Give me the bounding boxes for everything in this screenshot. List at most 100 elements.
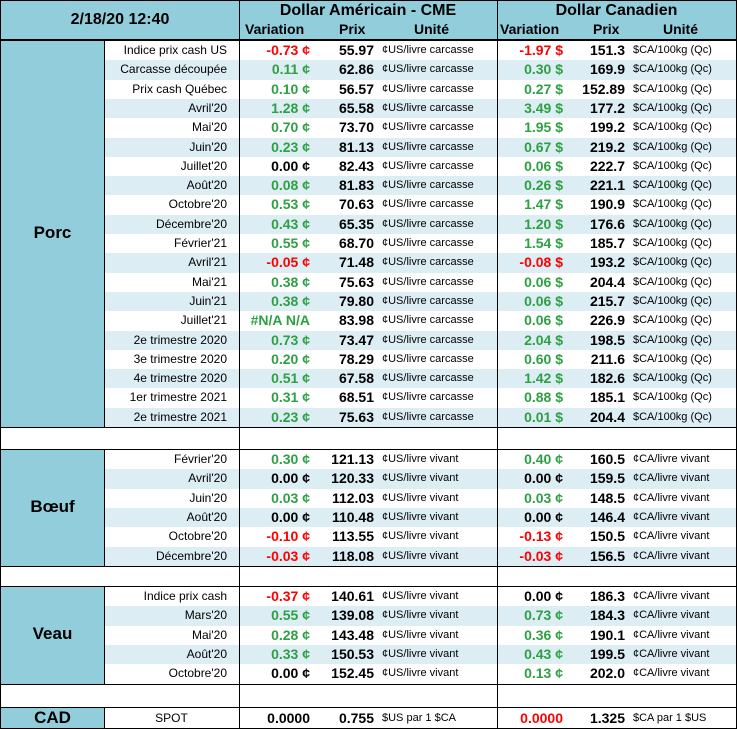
usd-unit: ¢US/livre carcasse: [382, 333, 474, 346]
row-label: Février'21: [174, 236, 227, 250]
row-stripe: [104, 176, 736, 196]
usd-price: 150.53: [331, 645, 374, 662]
section-top-rule: [1, 449, 736, 450]
usd-unit: ¢US/livre carcasse: [382, 294, 474, 307]
usd-col-prix: Prix: [339, 21, 366, 37]
cad-price: 215.7: [589, 292, 625, 309]
usd-unit: ¢US/livre carcasse: [382, 410, 474, 423]
usd-variation: 0.33 ¢: [271, 645, 310, 662]
cad-variation: 0.26 $: [524, 177, 563, 194]
cad-price: 150.5: [589, 528, 625, 545]
usd-variation: 0.55 ¢: [271, 235, 310, 251]
section-sidebar: [1, 450, 104, 566]
cad-variation: 0.43 ¢: [524, 645, 563, 662]
usd-price: 152.45: [331, 665, 374, 682]
usd-unit: ¢US/livre vivant: [382, 530, 459, 543]
cad-price: 204.4: [589, 408, 625, 425]
cad-variation: 0.06 $: [524, 273, 563, 290]
cad-unit: $CA/100kg (Qc): [633, 352, 712, 365]
usd-price: 75.63: [338, 273, 374, 290]
cad-unit: $CA/100kg (Qc): [633, 333, 712, 346]
usd-variation: 0.51 ¢: [271, 370, 310, 387]
cad-usd-price: 0.755: [338, 710, 374, 726]
cad-unit: $CA/100kg (Qc): [633, 256, 712, 269]
usd-price: 55.97: [338, 42, 374, 58]
usd-unit: ¢US/livre carcasse: [382, 82, 474, 95]
cad-price: 185.1: [589, 389, 625, 406]
cad-price: 222.7: [589, 157, 625, 174]
cad-variation: 1.54 $: [524, 235, 563, 251]
cad-unit: $CA/100kg (Qc): [633, 410, 712, 423]
usd-price: 113.55: [331, 528, 374, 545]
section-top-rule: [1, 40, 736, 41]
usd-unit: ¢US/livre carcasse: [382, 198, 474, 211]
usd-price: 140.61: [331, 588, 374, 604]
cad-unit: $CA/100kg (Qc): [633, 101, 712, 114]
usd-unit: ¢US/livre carcasse: [382, 121, 474, 134]
row-stripe: [104, 507, 736, 528]
cad-price: 186.3: [589, 588, 625, 604]
cad-price: 177.2: [589, 99, 625, 116]
cad-unit: ¢CA/livre vivant: [633, 472, 710, 485]
row-label: Carcasse découpée: [120, 62, 227, 77]
usd-price: 75.63: [338, 408, 374, 425]
usd-price: 68.70: [338, 235, 374, 251]
usd-unit: ¢US/livre vivant: [382, 647, 459, 660]
cad-unit: $CA/100kg (Qc): [633, 391, 712, 404]
usd-unit: ¢US/livre vivant: [382, 590, 459, 602]
cad-spot-label: SPOT: [155, 711, 188, 725]
usd-variation: 0.03 ¢: [271, 489, 310, 506]
usd-variation: 0.00 ¢: [271, 157, 310, 174]
row-label: Août'20: [186, 646, 227, 661]
cad-unit: $CA/100kg (Qc): [633, 198, 712, 211]
usd-variation: -0.37 ¢: [266, 588, 310, 604]
usd-unit: ¢US/livre vivant: [382, 453, 459, 465]
row-stripe: [104, 546, 736, 566]
usd-variation: 0.00 ¢: [271, 508, 310, 525]
cad-variation: 0.13 ¢: [524, 665, 563, 682]
row-label: Août'20: [186, 509, 227, 524]
row-label: 2e trimestre 2020: [133, 332, 227, 347]
row-label: Juin'21: [189, 293, 227, 308]
usd-variation: -0.73 ¢: [266, 42, 310, 58]
cad-unit: $CA/100kg (Qc): [633, 159, 712, 172]
cad-unit: $CA/100kg (Qc): [633, 237, 712, 249]
cad-title: Dollar Canadien: [555, 2, 678, 19]
cad-unit: $CA/100kg (Qc): [633, 275, 712, 288]
cad-variation: -0.03 ¢: [519, 547, 563, 564]
cad-cad-price: 1.325: [589, 710, 625, 726]
row-label: Indice prix cash: [143, 589, 227, 603]
usd-variation: 0.30 ¢: [271, 451, 310, 467]
cad-cad-unit: $CA par 1 $US: [633, 712, 707, 724]
row-stripe: [104, 214, 736, 234]
usd-unit: ¢US/livre carcasse: [382, 44, 474, 56]
row-label: 3e trimestre 2020: [133, 351, 227, 366]
cad-col-prix: Prix: [593, 21, 620, 37]
cad-variation: 0.27 $: [524, 80, 563, 97]
cad-variation: 0.00 ¢: [524, 588, 563, 604]
section-sidebar: [1, 587, 104, 684]
cad-price: 156.5: [589, 547, 625, 564]
usd-price: 73.70: [338, 119, 374, 136]
label-divider: [104, 41, 105, 427]
usd-price: 82.43: [338, 157, 374, 174]
cad-variation: -0.08 $: [519, 254, 563, 271]
usd-variation: 0.10 ¢: [271, 80, 310, 97]
cad-unit: $CA/100kg (Qc): [633, 63, 712, 76]
cad-unit: $CA/100kg (Qc): [633, 217, 712, 230]
label-divider: [104, 450, 105, 566]
section-sidebar: [1, 41, 104, 427]
cad-variation: 0.36 ¢: [524, 626, 563, 643]
usd-price: 65.58: [338, 99, 374, 116]
cad-variation: 0.30 $: [524, 61, 563, 78]
cad-variation: 0.03 ¢: [524, 489, 563, 506]
usd-price: 73.47: [338, 331, 374, 348]
cad-unit: ¢CA/livre vivant: [633, 549, 710, 562]
cad-price: 146.4: [589, 508, 625, 525]
row-stripe: [104, 369, 736, 389]
label-divider: [104, 587, 105, 684]
usd-price: 56.57: [338, 80, 374, 97]
usd-unit: ¢US/livre carcasse: [382, 275, 474, 288]
cad-price: 190.9: [589, 196, 625, 213]
